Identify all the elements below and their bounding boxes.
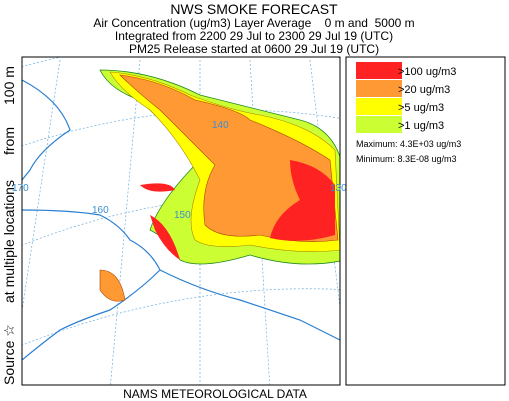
source-label: Source ☆ at multiple locations from 100 …: [1, 66, 17, 385]
legend-label: >5 ug/m3: [398, 102, 444, 114]
minimum: Minimum: 8.3E-08 ug/m3: [356, 154, 457, 164]
maximum: Maximum: 4.3E+03 ug/m3: [356, 139, 461, 149]
source: Source ☆: [1, 324, 17, 385]
map: 170 160 150 140 130: [12, 56, 347, 386]
longitude-label: 130: [330, 183, 347, 194]
subtitle: Air Concentration (ug/m3) Layer Average …: [93, 16, 414, 30]
coastline: [22, 79, 340, 361]
legend-frame: [345, 56, 506, 386]
legend-label: >100 ug/m3: [398, 66, 456, 78]
legend-label: >1 ug/m3: [398, 120, 444, 132]
longitude-label: 170: [12, 183, 29, 194]
smoke-gt20: [119, 74, 339, 242]
longitude-label: 150: [174, 210, 191, 221]
title: NWS SMOKE FORECAST: [170, 1, 338, 17]
footer: NAMS METEOROLOGICAL DATA: [123, 387, 307, 401]
smoke-gt100: [270, 160, 335, 241]
integrated: Integrated from 2200 29 Jul to 2300 29 J…: [115, 29, 393, 43]
smoke-gt100-b: [140, 183, 180, 260]
legend-swatch: [356, 62, 402, 79]
legend-label: >20 ug/m3: [398, 84, 450, 96]
map-frame: [21, 56, 341, 386]
legend-swatch: [356, 116, 402, 133]
longitude-labels: 170 160 150 140 130: [12, 120, 347, 221]
longitude-label: 160: [92, 205, 109, 216]
locations: at multiple locations: [1, 180, 17, 303]
legend-swatch: [356, 98, 402, 115]
height: 100 m: [1, 66, 17, 105]
longitude-label: 140: [212, 120, 229, 131]
legend: >100 ug/m3 >20 ug/m3 >5 ug/m3 >1 ug/m3: [356, 62, 456, 133]
smoke-sw: [99, 269, 126, 302]
release: PM25 Release started at 0600 29 Jul 19 (…: [129, 42, 379, 56]
legend-swatch: [356, 80, 402, 97]
from: from: [1, 127, 17, 155]
